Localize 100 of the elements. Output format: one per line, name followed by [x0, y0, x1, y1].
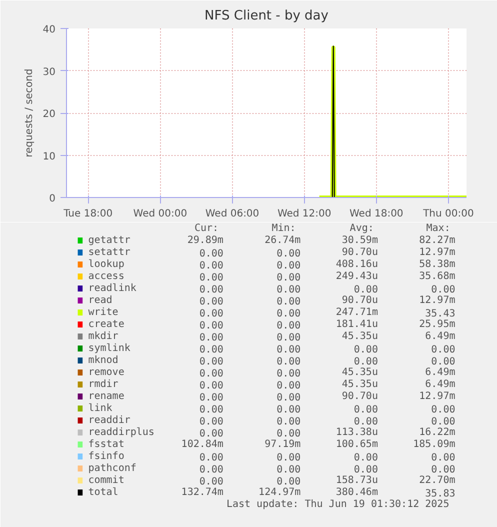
text: 0.00 [431, 404, 456, 416]
text: 247.71m [336, 307, 378, 318]
text: 22.70m [419, 475, 456, 486]
text: 0.00 [199, 260, 224, 272]
chart-title: NFS Client - by day [204, 8, 329, 24]
text: Last update: Thu Jun 19 01:30:12 2025 [226, 499, 450, 510]
text: 124.97m [258, 487, 301, 498]
text: 45.35u [342, 331, 378, 342]
text: 0.00 [199, 404, 224, 416]
x-tick-label: Thu 00:00 [422, 208, 474, 220]
text: 0.00 [276, 344, 301, 356]
text: 0.00 [199, 356, 224, 368]
text: 90.70u [342, 247, 378, 258]
text: 0.00 [431, 416, 456, 428]
legend-label: read [88, 295, 112, 306]
text: 0.00 [276, 308, 301, 320]
legend-label: write [88, 307, 118, 318]
text: 90.70u [342, 295, 378, 306]
text: 185.09m [413, 439, 456, 450]
text: 25.95m [419, 319, 456, 330]
y-tick-label: 10 [42, 151, 56, 162]
text: 0.00 [199, 416, 224, 428]
text: 35.43 [425, 308, 456, 320]
text: 0.00 [199, 392, 224, 404]
text: 0.00 [354, 464, 378, 476]
text: Cur: [194, 223, 219, 234]
text: 0.00 [276, 452, 301, 464]
legend-label: total [88, 487, 118, 498]
text: 0.00 [354, 284, 378, 296]
text: 0.00 [354, 356, 378, 368]
legend-label: pathconf [88, 463, 136, 474]
text: 0.00 [276, 368, 301, 380]
text: 0.00 [199, 464, 224, 476]
text: 58.38m [419, 259, 456, 270]
text: 0.00 [276, 416, 301, 428]
text: 0.00 [276, 296, 301, 308]
y-tick-label: 40 [42, 24, 56, 36]
text: 0.00 [431, 344, 456, 356]
legend-label: readlink [88, 283, 136, 294]
text: Min: [272, 223, 296, 234]
legend-label: getattr [88, 235, 130, 246]
text: Max: [426, 223, 450, 234]
legend-label: fsinfo [88, 451, 124, 462]
legend-label: commit [88, 475, 124, 486]
text: 35.68m [419, 271, 456, 282]
text: 0.00 [354, 344, 378, 356]
legend-label: rmdir [88, 379, 118, 390]
text: 0.00 [199, 332, 224, 344]
text: 0.00 [354, 404, 378, 416]
text: 0.00 [199, 380, 224, 392]
text: 12.97m [419, 247, 456, 258]
legend-label: fsstat [88, 439, 124, 450]
text: 6.49m [425, 331, 456, 342]
text: 45.35u [342, 379, 378, 390]
text: 0.00 [199, 368, 224, 380]
y-tick-label: 0 [49, 194, 56, 204]
text: 380.46m [336, 487, 378, 498]
text: 0.00 [354, 452, 378, 464]
text: 6.49m [425, 379, 456, 390]
legend-label: access [88, 271, 124, 282]
y-axis-title: requests / second [24, 68, 35, 158]
legend-label: lookup [88, 259, 124, 270]
text: 26.74m [264, 235, 301, 246]
legend-label: remove [88, 367, 124, 378]
text: 181.41u [336, 319, 378, 330]
text: 0.00 [276, 332, 301, 344]
legend-label: rename [88, 391, 124, 402]
text: 30.59m [342, 235, 378, 246]
text: 0.00 [199, 452, 224, 464]
text: 0.00 [276, 404, 301, 416]
text: 97.19m [264, 439, 301, 450]
x-tick-label: Wed 06:00 [205, 208, 260, 220]
legend-label: link [88, 403, 112, 414]
text: 0.00 [276, 248, 301, 260]
text: 0.00 [199, 296, 224, 308]
text: 0.00 [276, 476, 301, 488]
text: 0.00 [276, 464, 301, 476]
text: 0.00 [431, 356, 456, 368]
text: 16.22m [419, 427, 456, 438]
legend-label: setattr [88, 247, 130, 258]
y-tick-label: 20 [42, 109, 56, 120]
text: 0.00 [354, 416, 378, 428]
text: 0.00 [276, 320, 301, 332]
text: 90.70u [342, 391, 378, 402]
legend-label: readdir [88, 415, 130, 426]
x-tick-label: Wed 18:00 [350, 208, 404, 220]
text: 12.97m [419, 295, 456, 306]
text: 0.00 [276, 272, 301, 284]
text: Avg: [350, 223, 374, 234]
text: 113.38u [336, 427, 378, 438]
legend-label: mkdir [88, 331, 118, 342]
text: 12.97m [419, 391, 456, 402]
legend-label: symlink [88, 343, 130, 354]
text: 0.00 [276, 392, 301, 404]
text: 0.00 [199, 476, 224, 488]
text: 0.00 [276, 428, 301, 440]
text: 82.27m [419, 235, 456, 246]
x-tick-label: Wed 00:00 [133, 208, 188, 220]
text: 249.43u [336, 271, 378, 282]
text: 0.00 [431, 464, 456, 476]
